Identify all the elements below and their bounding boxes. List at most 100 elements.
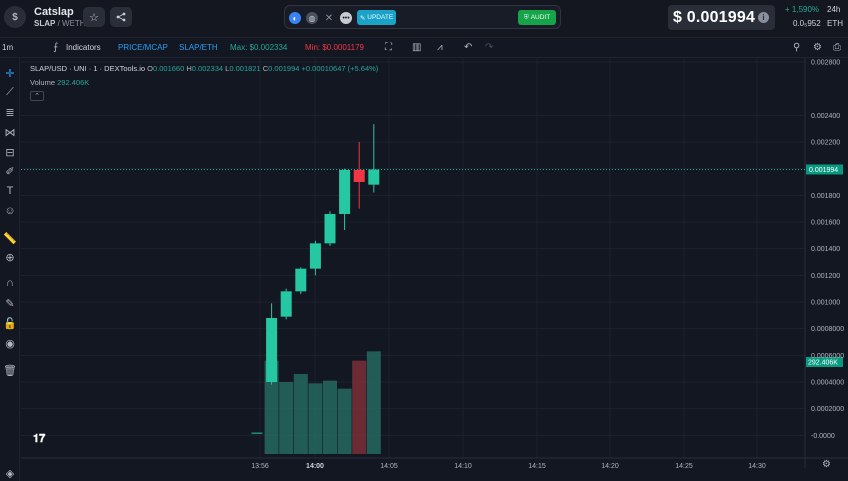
brush-icon[interactable]: ✐	[5, 165, 15, 178]
volume-bar	[308, 383, 323, 454]
compare-icon[interactable]: ⩘	[437, 42, 443, 53]
price-tick-label: -0.0000	[811, 433, 835, 440]
fullscreen-icon[interactable]: ⛶	[385, 42, 392, 53]
emoji-icon[interactable]: ☺	[4, 205, 16, 217]
trash-icon[interactable]: 🗑	[3, 364, 17, 377]
price-tick-label: 0.002400	[811, 113, 840, 120]
audit-button[interactable]: ⛨ AUDIT	[518, 10, 556, 25]
website-globe-icon[interactable]: ◍	[306, 12, 318, 24]
volume-value-label: 292.406K	[808, 360, 838, 367]
price-tick-label: 0.002800	[811, 60, 840, 67]
price-tick-label: 0.001600	[811, 220, 840, 227]
volume-value: 292.406K	[57, 78, 90, 87]
legend-open-label: O	[147, 64, 153, 73]
redo-icon[interactable]: ↷	[485, 42, 494, 53]
candle-body	[353, 170, 365, 182]
pair-quote: WETH	[62, 19, 86, 28]
time-tick-label: 14:30	[748, 463, 766, 470]
volume-bar	[352, 360, 367, 454]
price-mcap-toggle[interactable]: PRICE/MCAP	[118, 43, 168, 52]
axis-settings-icon[interactable]: ⚙	[822, 459, 831, 470]
interval-selector[interactable]: 1m	[2, 43, 14, 52]
text-icon[interactable]: T	[6, 185, 14, 197]
candle-body	[339, 170, 351, 214]
update-button[interactable]: ✎ UPDATE	[357, 10, 396, 25]
legend-low: 0.001821	[229, 64, 261, 73]
ruler-icon[interactable]: 📏	[3, 232, 17, 245]
volume-legend: Volume 292.406K	[30, 78, 89, 87]
time-tick-label: 14:00	[306, 463, 324, 470]
token-pair: SLAP / WETH	[34, 19, 86, 28]
crosshair-icon[interactable]: ✛	[5, 67, 15, 80]
price-change-24h: + 1,590%	[785, 5, 820, 14]
candle-body	[251, 432, 263, 434]
min-price-label: Min: $0.0001179	[305, 43, 365, 52]
favorite-star-button[interactable]: ☆	[83, 7, 105, 27]
price-tick-label: 0.0002000	[811, 406, 844, 413]
drawing-toolbar: ✛ ⟋ ≣ ⋈ ⊟ ✐ T ☺ 📏 ⊕ ∩ ✎ 🔓 ◉ 🗑 ◈	[0, 58, 20, 481]
volume-bar	[366, 351, 381, 454]
time-tick-label: 14:15	[528, 463, 546, 470]
chart-type-icon[interactable]: ▥	[412, 42, 422, 53]
social-links-bar: ◐ ◍ ✕ ••• ✎ UPDATE ⛨ AUDIT	[284, 5, 561, 29]
volume-bar	[264, 360, 279, 454]
undo-icon[interactable]: ↶	[464, 42, 473, 53]
x-twitter-icon[interactable]: ✕	[324, 12, 334, 24]
price-chart[interactable]: 0.0028000.0024000.0022000.0020000.001800…	[21, 58, 848, 481]
pattern-icon[interactable]: ⋈	[4, 126, 16, 139]
more-icon[interactable]: •••	[340, 12, 352, 24]
camera-icon[interactable]: ⎙	[833, 42, 841, 53]
collapse-legend-button[interactable]: ⌃	[30, 91, 44, 101]
indicators-icon[interactable]: ⨍	[53, 42, 59, 53]
legend-high: 0.002334	[191, 64, 224, 73]
legend-symbol: SLAP/USD · UNI · 1 · DEXTools.io	[30, 64, 146, 73]
layers-icon[interactable]: ◈	[5, 467, 15, 480]
zoom-in-icon[interactable]: ⊕	[5, 251, 15, 264]
volume-bar	[323, 380, 337, 454]
gear-icon[interactable]: ⚙	[813, 42, 822, 53]
magnet-icon[interactable]: ∩	[6, 277, 14, 289]
lock-icon[interactable]: 🔓	[3, 317, 17, 330]
info-icon[interactable]: i	[758, 12, 769, 23]
candle-body	[368, 169, 380, 185]
search-icon[interactable]: ⚲	[793, 42, 801, 53]
chart-canvas[interactable]: 0.0028000.0024000.0022000.0020000.001800…	[21, 58, 848, 481]
volume-bar	[293, 374, 308, 454]
indicators-button[interactable]: Indicators	[66, 43, 101, 52]
shield-check-icon: ⛨	[523, 13, 529, 21]
legend-close: 0.001994	[268, 64, 300, 73]
audit-label: AUDIT	[530, 14, 551, 21]
time-tick-label: 13:56	[251, 463, 269, 470]
tradingview-logo-icon[interactable]: 𝟏𝟕	[33, 433, 46, 445]
volume-bar	[337, 388, 352, 454]
draw-mode-icon[interactable]: ✎	[5, 297, 15, 310]
top-header: $ Catslap SLAP / WETH ☆ ◐ ◍ ✕ ••• ✎ UPDAT…	[0, 0, 848, 38]
token-logo: $	[4, 6, 26, 28]
pair-separator: /	[55, 19, 63, 28]
time-tick-label: 14:20	[601, 463, 619, 470]
trendline-icon[interactable]: ⟋	[6, 85, 14, 98]
max-price-label: Max: $0.002334	[230, 43, 288, 52]
price-tick-label: 0.0006000	[811, 353, 844, 360]
time-tick-label: 14:05	[380, 463, 398, 470]
pair-base: SLAP	[34, 19, 56, 28]
eye-icon[interactable]: ◉	[5, 337, 15, 350]
legend-open: 0.001660	[152, 64, 185, 73]
share-button[interactable]	[110, 7, 132, 27]
pair-toggle[interactable]: SLAP/ETH	[179, 43, 218, 52]
price-tick-label: 0.001000	[811, 300, 840, 307]
chain-logo-icon[interactable]: ◐	[289, 12, 301, 24]
projection-icon[interactable]: ⊟	[5, 146, 15, 159]
update-label: UPDATE	[367, 14, 394, 21]
volume-value-tag	[806, 357, 843, 367]
volume-label: Volume	[30, 78, 56, 87]
candle-body	[295, 268, 307, 292]
legend-high-label: H	[186, 64, 192, 73]
fib-icon[interactable]: ≣	[5, 106, 15, 119]
current-price-tag	[806, 164, 843, 175]
time-tick-label: 14:25	[675, 463, 693, 470]
edit-icon: ✎	[359, 14, 366, 22]
price-eth-unit: ETH	[827, 19, 843, 28]
token-name: Catslap	[34, 6, 74, 18]
star-icon: ☆	[89, 11, 99, 24]
